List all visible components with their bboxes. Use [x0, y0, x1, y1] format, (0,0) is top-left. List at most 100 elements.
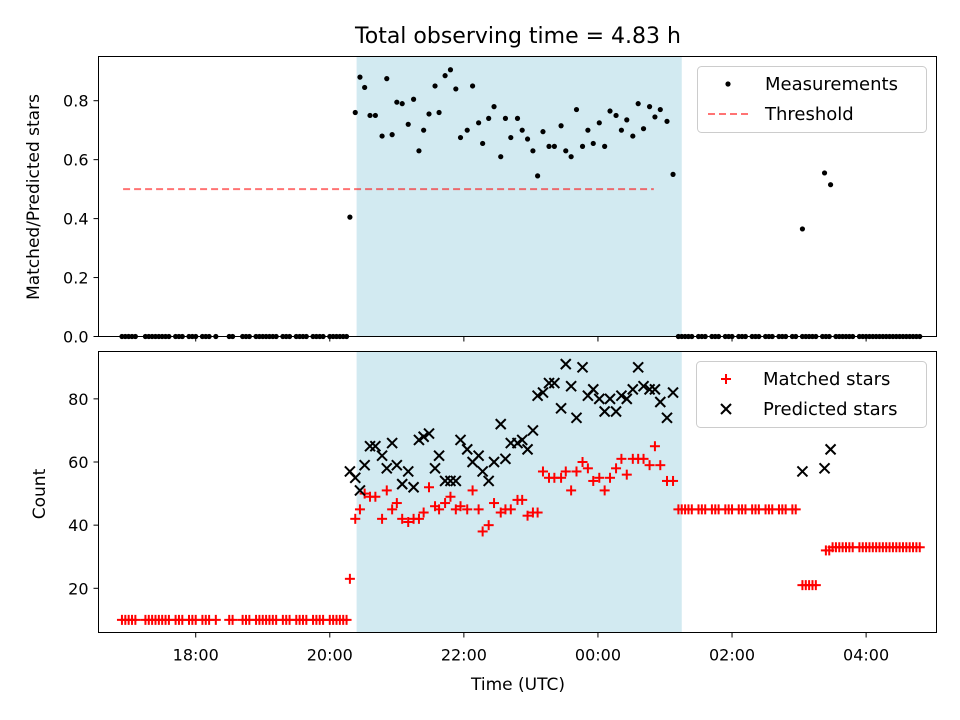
- matched-star-point: [577, 457, 588, 468]
- predicted-star-point: [429, 462, 441, 475]
- predicted-star-point: [450, 475, 462, 487]
- predicted-star-point: [565, 380, 577, 392]
- predicted-star-point: [461, 443, 473, 456]
- measurement-point: [573, 106, 580, 113]
- matched-star-point: [381, 485, 392, 496]
- predicted-star-point: [369, 440, 382, 452]
- matched-star-point: [655, 460, 666, 471]
- matched-star-point: [227, 614, 238, 625]
- matched-star-point: [397, 513, 408, 524]
- predicted-star-point: [391, 459, 403, 471]
- measurement-point: [399, 101, 405, 107]
- measurement-point: [480, 140, 486, 147]
- x-tick-label: 18:00: [173, 646, 219, 665]
- predicted-star-point: [576, 361, 589, 373]
- bottom-legend: Matched stars Predicted stars: [696, 361, 927, 428]
- measurement-point: [635, 101, 641, 107]
- matched-star-point: [489, 498, 500, 509]
- predicted-star-point: [621, 393, 633, 405]
- predicted-star-point: [627, 383, 639, 396]
- matched-star-point: [483, 520, 494, 531]
- measurement-point: [524, 136, 531, 142]
- measurement-point: [640, 126, 647, 132]
- y-tick-label: 0.8: [63, 92, 88, 111]
- predicted-star-point: [570, 412, 583, 424]
- matched-star-point: [440, 498, 451, 509]
- matched-star-point: [434, 504, 445, 515]
- matched-star-point: [130, 614, 141, 625]
- matched-star-point: [790, 504, 801, 515]
- measurement-point: [416, 148, 422, 154]
- measurement-point: [394, 99, 400, 105]
- measurement-point: [379, 133, 385, 139]
- predicted-star-point: [537, 386, 549, 399]
- predicted-star-point: [649, 383, 661, 396]
- matched-star-point: [621, 469, 632, 480]
- matched-star-point: [611, 463, 622, 474]
- measurement-point: [563, 148, 569, 154]
- measurement-point: [624, 117, 630, 123]
- measurement-point: [502, 115, 509, 121]
- bottom-axes-frame: [98, 351, 937, 633]
- predicted-star-point: [615, 389, 628, 402]
- matched-star-point: [377, 513, 388, 524]
- predicted-star-point: [548, 377, 561, 389]
- legend-measurements-label: Measurements: [765, 74, 898, 95]
- predicted-star-point: [354, 484, 366, 497]
- measurement-point: [426, 111, 432, 117]
- predicted-star-point: [488, 456, 500, 468]
- predicted-star-point: [654, 396, 667, 408]
- measurement-point: [410, 96, 417, 102]
- matched-star-point: [418, 507, 429, 518]
- legend-predicted-marker: [720, 403, 732, 415]
- matched-star-point: [455, 501, 466, 512]
- predicted-star-point: [667, 386, 679, 399]
- top-legend-box: [697, 66, 927, 133]
- measurement-point: [476, 120, 482, 126]
- matched-star-point: [517, 494, 528, 505]
- top-panel: 0.00.20.40.60.8 Matched/Predicted stars …: [24, 56, 937, 347]
- predicted-star-point: [402, 465, 414, 478]
- predicted-star-point: [454, 434, 467, 446]
- measurement-point: [530, 148, 536, 154]
- matched-star-point: [537, 466, 548, 477]
- matched-star-point: [210, 614, 221, 625]
- y-tick-label: 40: [68, 516, 88, 535]
- measurement-point: [670, 171, 676, 177]
- matched-star-point: [599, 485, 610, 496]
- measurement-point: [821, 170, 828, 176]
- measurement-point: [491, 104, 497, 110]
- predicted-star-point: [476, 465, 489, 478]
- measurement-point: [453, 86, 459, 92]
- observing-window-shade-top: [356, 56, 682, 337]
- x-tick-label: 04:00: [843, 646, 889, 665]
- matched-star-point: [638, 453, 649, 464]
- predicted-star-point: [499, 453, 512, 465]
- x-tick-label: 02:00: [709, 646, 755, 665]
- measurement-point: [514, 115, 521, 121]
- measurement-point: [558, 123, 564, 129]
- measurement-point: [352, 109, 358, 116]
- matched-star-point: [359, 488, 370, 499]
- measurement-point: [579, 143, 586, 149]
- measurement-point: [646, 104, 653, 110]
- predicted-star-point: [818, 462, 831, 475]
- measurement-point: [457, 134, 464, 141]
- predicted-star-point: [381, 462, 393, 475]
- measurement-point: [421, 127, 427, 133]
- matched-star-point: [467, 485, 478, 496]
- predicted-star-point: [386, 437, 398, 449]
- bottom-y-ticks: 20 40 60 80: [68, 390, 99, 598]
- measurement-point: [546, 143, 552, 149]
- predicted-star-point: [495, 418, 507, 430]
- predicted-star-point: [472, 449, 485, 462]
- matched-star-point: [354, 504, 365, 515]
- matched-star-point: [668, 475, 679, 486]
- predicted-star-point: [376, 449, 388, 462]
- matched-star-point: [810, 580, 821, 591]
- matched-star-point: [473, 504, 484, 515]
- predicted-star-point: [560, 358, 572, 370]
- predicted-star-point: [593, 393, 605, 405]
- measurement-point: [596, 120, 602, 126]
